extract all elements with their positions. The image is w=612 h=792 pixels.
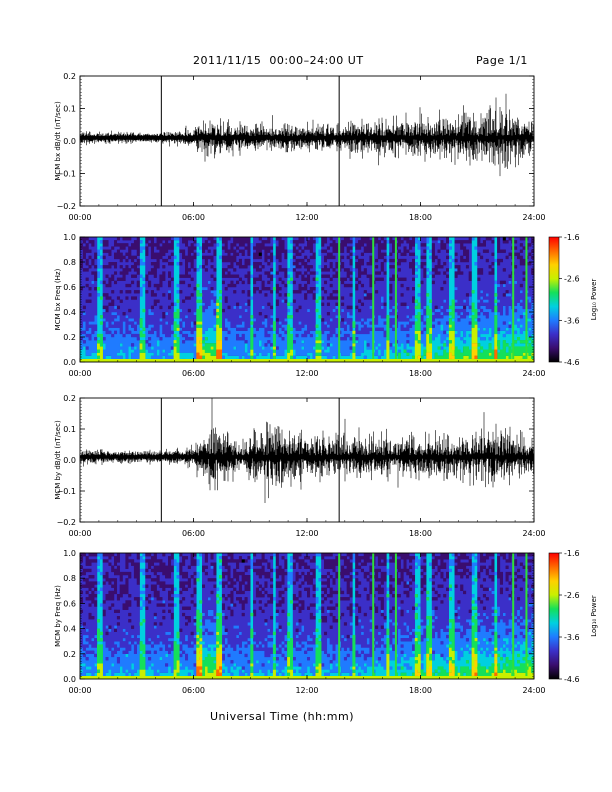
x-tick-label: 00:00 <box>68 529 91 538</box>
spectrogram-cells <box>97 559 535 680</box>
x-tick-label: 06:00 <box>182 529 205 538</box>
page-number: Page 1/1 <box>476 54 528 67</box>
panel-by-spectrogram: 00:00 06:00 12:00 18:00 24:00 1.0 0.8 0.6 0.4 0.2… <box>54 549 598 695</box>
plot-frame <box>79 552 535 680</box>
colorbar-tick-label: -3.6 <box>564 316 580 325</box>
bright-line <box>394 237 397 362</box>
bright-line <box>525 553 528 679</box>
colorbar-tick-label: -2.6 <box>564 591 580 600</box>
colorbar-label: Log₁₀ Power <box>590 279 598 321</box>
x-tick-label: 06:00 <box>182 369 205 378</box>
x-tick-label: 18:00 <box>409 529 432 538</box>
x-tick-label: 06:00 <box>182 213 205 222</box>
spectrogram-cells <box>97 302 535 363</box>
x-tick-label: 24:00 <box>522 213 545 222</box>
x-tick-label: 12:00 <box>295 369 318 378</box>
y-tick-label: −0.2 <box>57 202 76 211</box>
y-tick-label: −0.1 <box>57 170 76 179</box>
bright-line <box>394 553 397 679</box>
y-tick-label: 0.1 <box>63 425 76 434</box>
x-tick-label: 24:00 <box>522 686 545 695</box>
y-tick-label: 0.2 <box>63 650 76 659</box>
x-tick-label: 12:00 <box>295 686 318 695</box>
x-tick-label: 00:00 <box>68 213 91 222</box>
plot-frame <box>79 75 535 207</box>
y-tick-label: 1.0 <box>63 233 76 242</box>
x-tick-label: 18:00 <box>409 213 432 222</box>
spectrogram-cells <box>241 559 245 563</box>
spectrogram-cells <box>80 237 535 325</box>
y-tick-label: 0.0 <box>63 456 76 465</box>
y-tick-label: 0.0 <box>63 675 76 684</box>
bright-line <box>372 237 375 362</box>
bright-line <box>338 237 341 362</box>
x-tick-label: 12:00 <box>295 529 318 538</box>
bright-line <box>338 553 341 679</box>
y-tick-label: 0.4 <box>63 308 76 317</box>
y-tick-label: 0.6 <box>63 599 76 608</box>
y-tick-label: 0.0 <box>63 137 76 146</box>
panel-by-dbdt: 00:00 06:00 12:00 18:00 24:00 0.2 0.1 0.0 −0.1 −0… <box>54 394 546 538</box>
colorbar-tick-label: -3.6 <box>564 633 580 642</box>
data-trace <box>79 93 534 177</box>
y-tick-label: 0.8 <box>63 574 76 583</box>
data-trace <box>79 398 534 503</box>
bright-line <box>525 237 528 362</box>
x-tick-label: 12:00 <box>295 213 318 222</box>
x-tick-label: 00:00 <box>68 686 91 695</box>
colorbar <box>548 236 560 363</box>
x-tick-label: 24:00 <box>522 529 545 538</box>
y-axis-label: MCM bx dB/dt (nT/sec) <box>54 101 62 181</box>
y-tick-label: 0.2 <box>63 333 76 342</box>
page-title: 2011/11/15 00:00–24:00 UT <box>193 54 364 67</box>
y-tick-label: 0.0 <box>63 358 76 367</box>
plot-frame <box>79 397 535 523</box>
colorbar <box>548 552 560 680</box>
y-axis-label: MCM by Freq (Hz) <box>54 585 62 647</box>
panel-bx-dbdt: 00:00 06:00 12:00 18:00 24:00 0.2 0.1 0.0 −0.1 −0… <box>54 72 546 222</box>
bright-line <box>512 553 515 679</box>
y-tick-label: 0.1 <box>63 105 76 114</box>
x-tick-label: 06:00 <box>182 686 205 695</box>
y-tick-label: 0.6 <box>63 283 76 292</box>
x-tick-label: 24:00 <box>522 369 545 378</box>
spectrogram-cells <box>97 277 535 363</box>
y-axis-label: MCM bx Freq (Hz) <box>54 268 62 330</box>
y-tick-label: 0.2 <box>63 394 76 403</box>
y-tick-label: 0.8 <box>63 258 76 267</box>
colorbar-tick-label: -4.6 <box>564 358 580 367</box>
y-tick-label: 0.4 <box>63 625 76 634</box>
x-tick-label: 18:00 <box>409 369 432 378</box>
spectrogram-cells <box>97 631 535 680</box>
y-tick-label: 1.0 <box>63 549 76 558</box>
panel-bx-spectrogram: 00:00 06:00 12:00 18:00 24:00 1.0 0.8 0.6 0.4 0.2… <box>54 233 598 378</box>
x-axis-title: Universal Time (hh:mm) <box>210 710 354 723</box>
colorbar-tick-label: -4.6 <box>564 675 580 684</box>
colorbar-tick-label: -1.6 <box>564 549 580 558</box>
colorbar-label: Log₁₀ Power <box>590 595 598 637</box>
colorbar-tick-label: -1.6 <box>564 233 580 242</box>
plot-frame <box>79 236 535 363</box>
y-axis-label: MCM by dB/dt (nT/sec) <box>54 420 62 500</box>
y-tick-label: −0.2 <box>57 518 76 527</box>
colorbar-tick-label: -2.6 <box>564 275 580 284</box>
bright-line <box>372 553 375 679</box>
spectrogram-cells <box>80 553 535 639</box>
y-tick-label: 0.2 <box>63 72 76 81</box>
x-tick-label: 00:00 <box>68 369 91 378</box>
x-tick-label: 18:00 <box>409 686 432 695</box>
y-tick-label: −0.1 <box>57 487 76 496</box>
bright-line <box>512 237 515 362</box>
